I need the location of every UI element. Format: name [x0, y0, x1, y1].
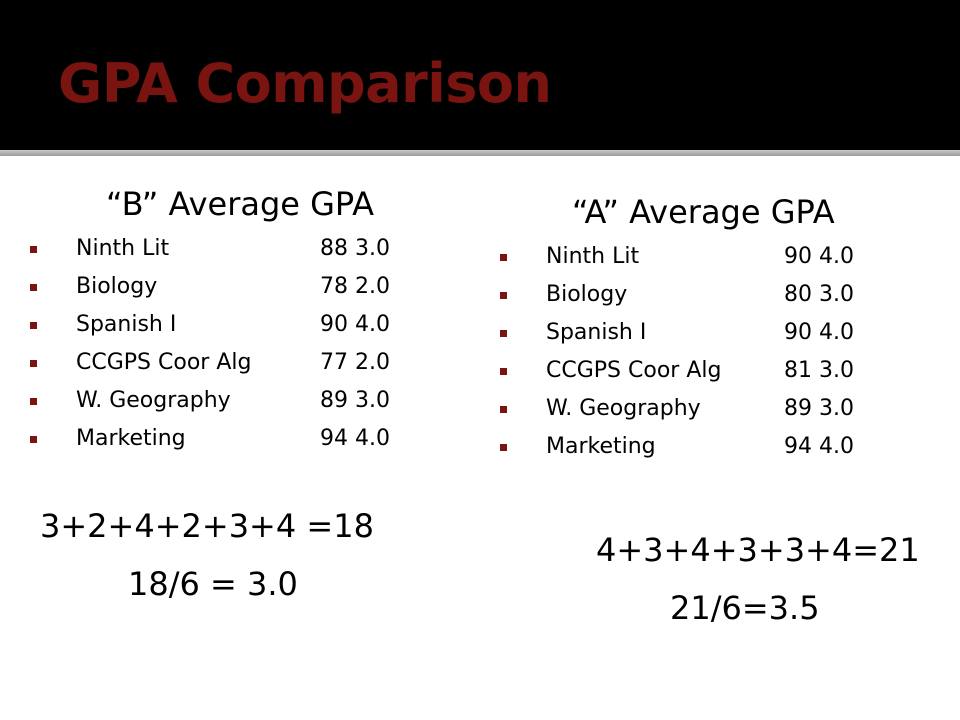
list-item: Ninth Lit 90 4.0 — [500, 242, 920, 280]
subject-name: Spanish I — [76, 312, 177, 337]
list-item: Spanish I 90 4.0 — [500, 318, 920, 356]
subject-grade: 94 4.0 — [320, 426, 390, 451]
subject-grade: 88 3.0 — [320, 236, 390, 261]
a-gpa-average: 21/6=3.5 — [670, 589, 820, 627]
list-item: W. Geography 89 3.0 — [30, 386, 430, 424]
list-item: Spanish I 90 4.0 — [30, 310, 430, 348]
square-bullet-icon — [500, 444, 507, 451]
list-item: Biology 78 2.0 — [30, 272, 430, 310]
subject-grade: 77 2.0 — [320, 350, 390, 375]
subject-grade: 89 3.0 — [784, 396, 854, 421]
subject-name: Biology — [76, 274, 158, 299]
subject-name: Marketing — [76, 426, 186, 451]
list-item: Marketing 94 4.0 — [30, 424, 430, 462]
subject-grade: 90 4.0 — [784, 320, 854, 345]
subject-name: Biology — [546, 282, 628, 307]
subject-grade: 90 4.0 — [320, 312, 390, 337]
subject-name: Spanish I — [546, 320, 647, 345]
subject-grade: 90 4.0 — [784, 244, 854, 269]
square-bullet-icon — [30, 284, 37, 291]
title-bar: GPA Comparison — [0, 0, 960, 150]
subject-name: Ninth Lit — [546, 244, 640, 269]
a-average-heading: “A” Average GPA — [572, 193, 835, 231]
subject-name: CCGPS Coor Alg — [546, 358, 722, 383]
b-gpa-average: 18/6 = 3.0 — [128, 565, 298, 603]
subject-grade: 80 3.0 — [784, 282, 854, 307]
square-bullet-icon — [500, 292, 507, 299]
square-bullet-icon — [500, 406, 507, 413]
square-bullet-icon — [30, 360, 37, 367]
b-average-list: Ninth Lit 88 3.0 Biology 78 2.0 Spanish … — [30, 234, 430, 462]
subject-name: Ninth Lit — [76, 236, 170, 261]
square-bullet-icon — [500, 330, 507, 337]
subject-grade: 94 4.0 — [784, 434, 854, 459]
subject-name: W. Geography — [546, 396, 701, 421]
title-divider — [0, 150, 960, 156]
square-bullet-icon — [500, 254, 507, 261]
list-item: Marketing 94 4.0 — [500, 432, 920, 470]
b-gpa-sum: 3+2+4+2+3+4 =18 — [40, 507, 374, 545]
slide-content: “B” Average GPA Ninth Lit 88 3.0 Biology… — [0, 156, 960, 720]
subject-grade: 81 3.0 — [784, 358, 854, 383]
subject-name: W. Geography — [76, 388, 231, 413]
list-item: Biology 80 3.0 — [500, 280, 920, 318]
slide-title: GPA Comparison — [58, 52, 552, 115]
list-item: CCGPS Coor Alg 77 2.0 — [30, 348, 430, 386]
a-gpa-sum: 4+3+4+3+3+4=21 — [596, 531, 920, 569]
list-item: Ninth Lit 88 3.0 — [30, 234, 430, 272]
subject-name: CCGPS Coor Alg — [76, 350, 252, 375]
b-average-heading: “B” Average GPA — [106, 185, 375, 223]
a-average-list: Ninth Lit 90 4.0 Biology 80 3.0 Spanish … — [500, 242, 920, 470]
subject-grade: 89 3.0 — [320, 388, 390, 413]
square-bullet-icon — [30, 246, 37, 253]
square-bullet-icon — [30, 322, 37, 329]
subject-name: Marketing — [546, 434, 656, 459]
square-bullet-icon — [30, 398, 37, 405]
square-bullet-icon — [500, 368, 507, 375]
square-bullet-icon — [30, 436, 37, 443]
list-item: W. Geography 89 3.0 — [500, 394, 920, 432]
list-item: CCGPS Coor Alg 81 3.0 — [500, 356, 920, 394]
subject-grade: 78 2.0 — [320, 274, 390, 299]
